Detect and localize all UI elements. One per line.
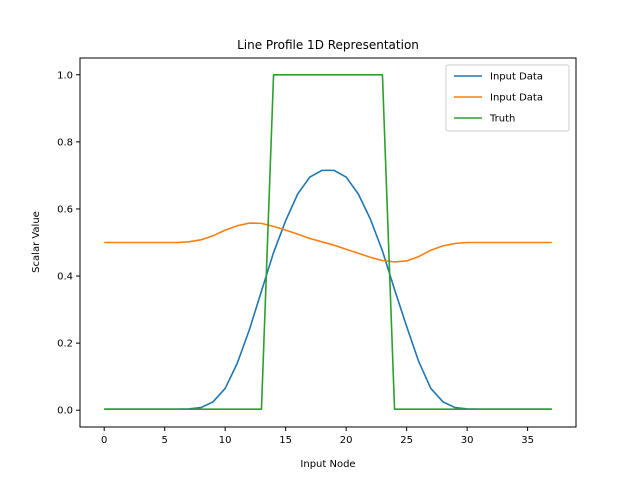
x-tick-label: 0	[101, 435, 107, 446]
x-tick-label: 20	[340, 435, 353, 446]
legend-label: Truth	[489, 114, 515, 125]
x-tick-label: 10	[219, 435, 232, 446]
series-line-2	[104, 222, 552, 263]
x-tick-label: 25	[400, 435, 413, 446]
legend-label: Input Data	[490, 93, 543, 104]
x-axis-label: Input Node	[300, 459, 355, 470]
x-tick-label: 15	[279, 435, 292, 446]
x-tick-label: 35	[521, 435, 534, 446]
y-axis-ticks: 0.0 0.2 0.4 0.6 0.8 1.0	[57, 70, 80, 417]
x-tick-label: 30	[461, 435, 474, 446]
y-tick-label: 0.6	[57, 204, 73, 215]
y-tick-label: 0.0	[57, 406, 73, 417]
y-tick-label: 1.0	[57, 70, 73, 81]
legend: Input Data Input Data Truth	[445, 64, 570, 132]
y-tick-label: 0.2	[57, 339, 73, 350]
y-axis-label: Scalar Value	[31, 211, 42, 273]
x-tick-label: 5	[161, 435, 167, 446]
series-line-1	[104, 169, 552, 411]
plot-frame	[79, 57, 577, 428]
y-tick-label: 0.8	[57, 137, 73, 148]
x-axis-ticks: 0 5 10 15 20 25 30 35	[101, 427, 534, 446]
legend-box	[445, 64, 570, 132]
series-line-3	[104, 73, 552, 411]
y-tick-label: 0.4	[57, 272, 73, 283]
legend-label: Input Data	[490, 72, 543, 83]
series-layer	[104, 73, 552, 411]
chart-title: Line Profile 1D Representation	[237, 38, 419, 52]
